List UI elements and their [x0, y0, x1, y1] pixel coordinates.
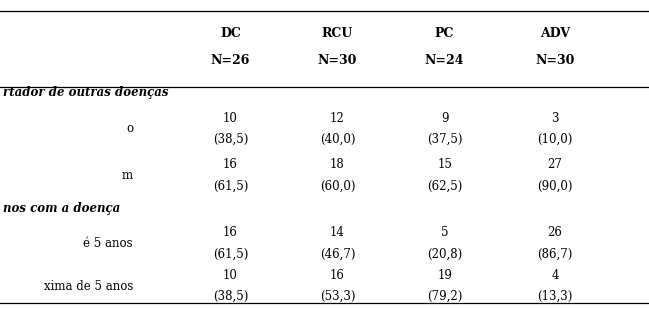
- Text: nos com a doença: nos com a doença: [3, 202, 121, 215]
- Text: (60,0): (60,0): [320, 180, 355, 193]
- Text: N=30: N=30: [318, 54, 357, 67]
- Text: 3: 3: [551, 112, 559, 125]
- Text: N=24: N=24: [425, 54, 464, 67]
- Text: (53,3): (53,3): [320, 290, 355, 303]
- Text: 27: 27: [548, 158, 562, 171]
- Text: (90,0): (90,0): [537, 180, 572, 193]
- Text: ADV: ADV: [540, 28, 570, 40]
- Text: rtador de outras doenças: rtador de outras doenças: [3, 86, 169, 99]
- Text: 12: 12: [330, 112, 345, 125]
- Text: 5: 5: [441, 226, 448, 239]
- Text: (62,5): (62,5): [427, 180, 462, 193]
- Text: (38,5): (38,5): [213, 290, 248, 303]
- Text: 4: 4: [551, 269, 559, 282]
- Text: (10,0): (10,0): [537, 133, 572, 146]
- Text: (46,7): (46,7): [320, 248, 355, 260]
- Text: PC: PC: [435, 28, 454, 40]
- Text: (86,7): (86,7): [537, 248, 572, 260]
- Text: 26: 26: [548, 226, 562, 239]
- Text: (13,3): (13,3): [537, 290, 572, 303]
- Text: N=26: N=26: [211, 54, 250, 67]
- Text: xima de 5 anos: xima de 5 anos: [43, 280, 133, 293]
- Text: 16: 16: [223, 158, 238, 171]
- Text: (20,8): (20,8): [427, 248, 462, 260]
- Text: 10: 10: [223, 112, 238, 125]
- Text: é 5 anos: é 5 anos: [84, 237, 133, 250]
- Text: (79,2): (79,2): [427, 290, 462, 303]
- Text: 10: 10: [223, 269, 238, 282]
- Text: DC: DC: [220, 28, 241, 40]
- Text: (61,5): (61,5): [213, 180, 248, 193]
- Text: 9: 9: [441, 112, 448, 125]
- Text: (38,5): (38,5): [213, 133, 248, 146]
- Text: o: o: [126, 122, 133, 135]
- Text: (40,0): (40,0): [320, 133, 355, 146]
- Text: RCU: RCU: [322, 28, 353, 40]
- Text: 16: 16: [330, 269, 345, 282]
- Text: 19: 19: [437, 269, 452, 282]
- Text: m: m: [122, 169, 133, 182]
- Text: 18: 18: [330, 158, 345, 171]
- Text: 16: 16: [223, 226, 238, 239]
- Text: N=30: N=30: [535, 54, 574, 67]
- Text: (37,5): (37,5): [427, 133, 462, 146]
- Text: 15: 15: [437, 158, 452, 171]
- Text: (61,5): (61,5): [213, 248, 248, 260]
- Text: 14: 14: [330, 226, 345, 239]
